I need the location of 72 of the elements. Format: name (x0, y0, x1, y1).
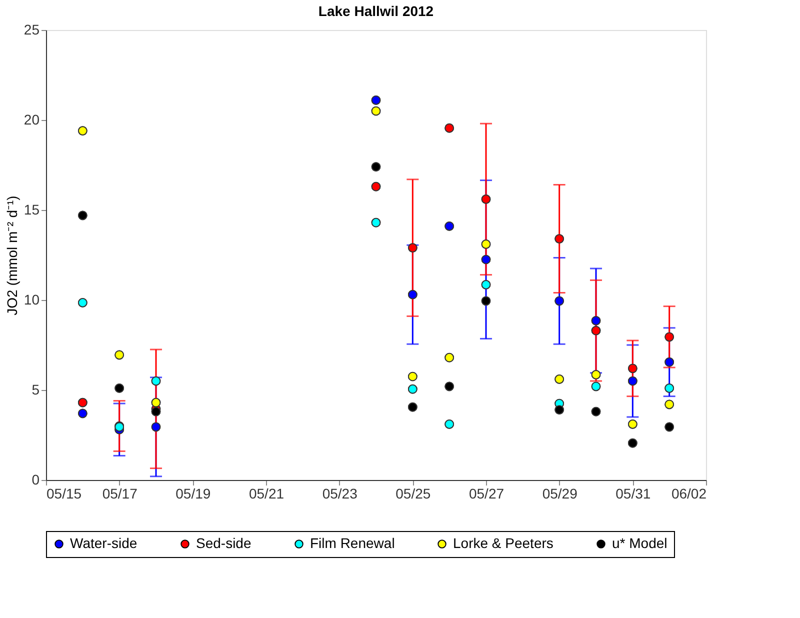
point (444, 352, 454, 362)
point (481, 240, 491, 249)
x-tick-label: 05/29 (542, 486, 578, 502)
point (554, 405, 564, 414)
point (408, 243, 418, 252)
point (78, 210, 88, 220)
point (444, 382, 454, 392)
point (371, 96, 381, 105)
point (151, 398, 161, 408)
point (591, 406, 601, 416)
x-tick-label: 05/21 (248, 486, 284, 502)
point (151, 422, 161, 432)
point (408, 290, 418, 300)
point (628, 420, 638, 429)
y-tick-label: 10 (24, 292, 40, 308)
point (114, 350, 124, 360)
point (664, 384, 674, 393)
x-tick-label: 06/02 (671, 486, 707, 502)
point (78, 408, 88, 418)
legend-label: Water-side (70, 535, 138, 551)
legend-label: Sed-side (196, 535, 252, 551)
x-tick-label: 05/31 (616, 486, 651, 502)
point (591, 370, 601, 380)
point (481, 280, 491, 290)
point (444, 123, 454, 133)
legend-label: Lorke & Peeters (453, 535, 554, 551)
x-tick-label: 05/15 (46, 486, 82, 502)
point (444, 420, 454, 429)
x-tick-label: 05/17 (102, 486, 138, 502)
point (591, 382, 601, 392)
point (664, 332, 674, 342)
point (664, 357, 674, 367)
point (408, 402, 418, 412)
point (554, 234, 564, 244)
point (371, 218, 381, 228)
y-tick-label: 25 (24, 22, 40, 38)
y-tick-label: 0 (32, 472, 40, 488)
point (591, 326, 601, 336)
y-tick-label: 20 (24, 112, 40, 128)
point (78, 298, 88, 308)
y-tick-label: 5 (32, 382, 40, 398)
point (371, 106, 381, 116)
point (151, 376, 161, 386)
x-tick-label: 05/19 (176, 486, 211, 502)
x-tick-label: 05/25 (396, 486, 431, 502)
chart-title: Lake Hallwil 2012 (318, 3, 434, 19)
point (114, 384, 124, 393)
point (628, 438, 638, 448)
point (591, 316, 601, 326)
legend-label: u* Model (612, 535, 668, 551)
x-tick-label: 05/27 (468, 486, 504, 502)
point (78, 126, 88, 136)
point (371, 162, 381, 172)
point (444, 222, 454, 231)
point (408, 384, 418, 394)
point (554, 296, 564, 306)
point (78, 398, 88, 408)
point (554, 374, 564, 384)
point (628, 376, 638, 386)
point (371, 182, 381, 192)
point (664, 422, 674, 432)
point (481, 254, 491, 264)
x-tick-label: 05/23 (322, 486, 358, 502)
y-axis-title: JO2 (mmol m⁻² d⁻¹) (4, 196, 20, 316)
point (408, 372, 418, 382)
legend-label: Film Renewal (310, 535, 395, 551)
point (481, 296, 491, 306)
point (151, 406, 161, 416)
point (628, 364, 638, 374)
y-tick-label: 15 (24, 202, 40, 218)
point (664, 400, 674, 410)
point (481, 194, 491, 204)
